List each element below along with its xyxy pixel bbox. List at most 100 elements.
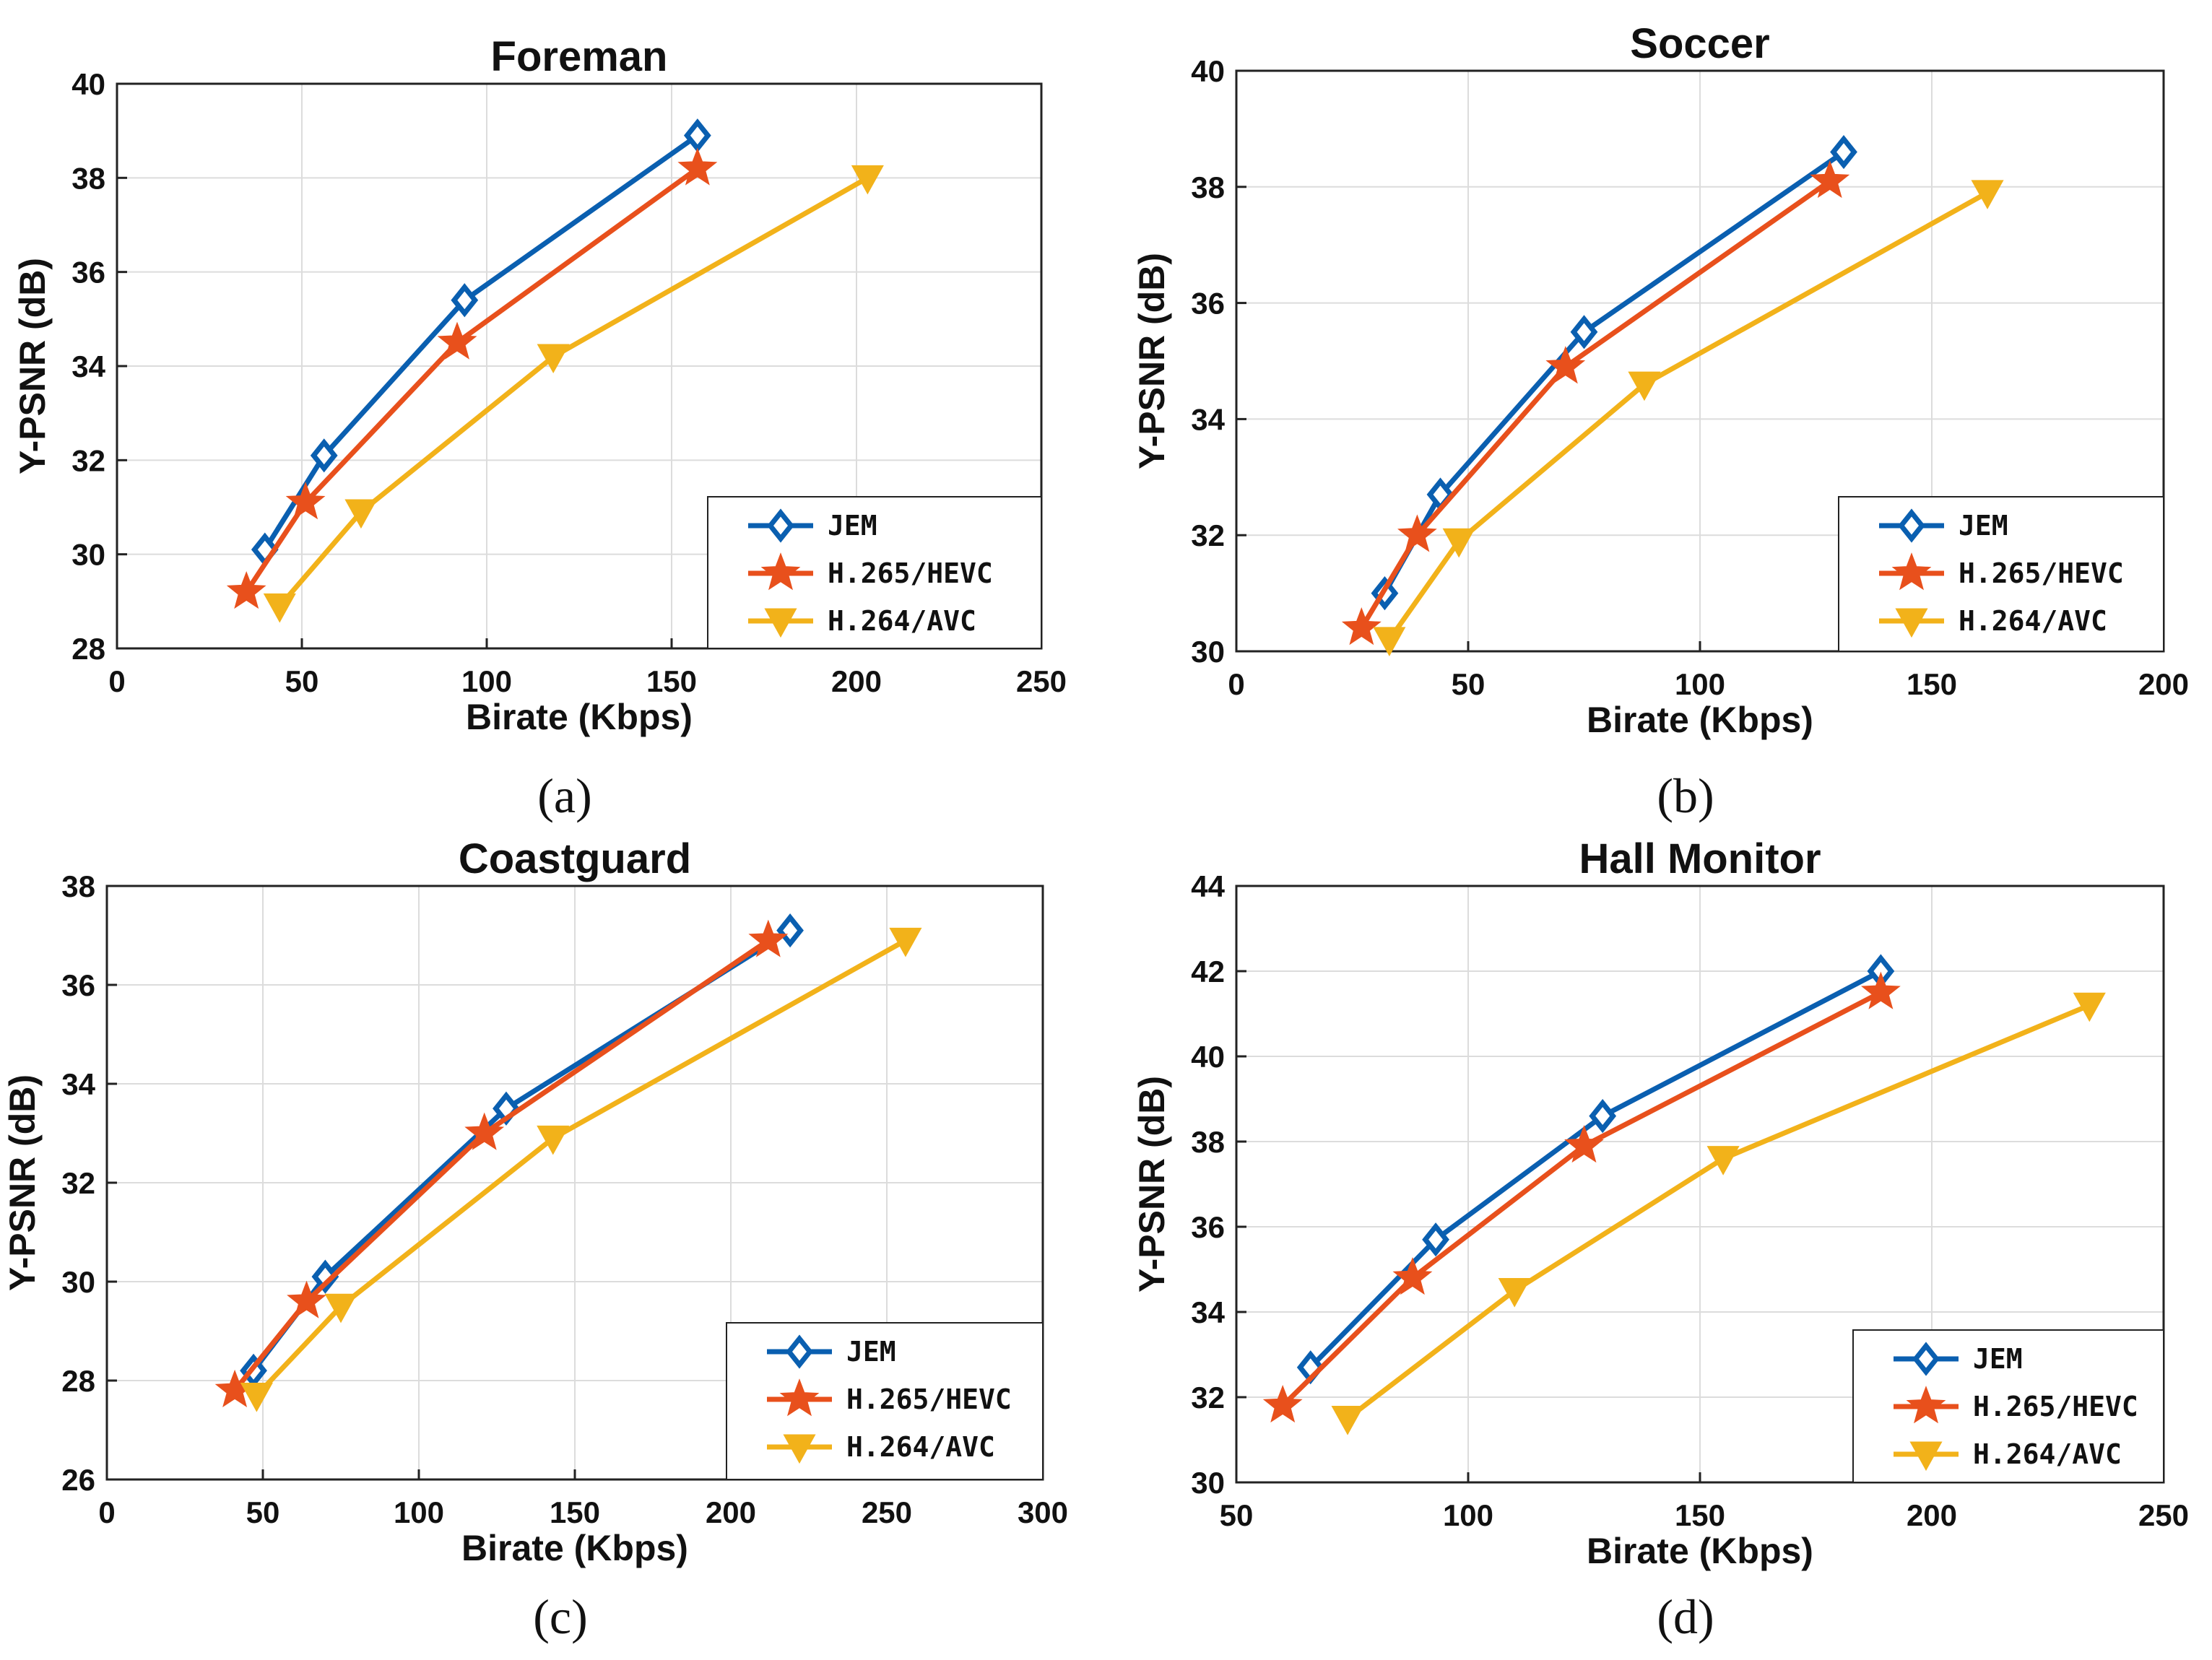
y-tick-label: 42 bbox=[1191, 955, 1225, 988]
legend-label-h-264-avc: H.264/AVC bbox=[1973, 1438, 2122, 1470]
y-tick-label: 38 bbox=[61, 869, 95, 903]
data-point-h-265-hevc bbox=[1810, 160, 1850, 199]
legend-label-h-265-hevc: H.265/HEVC bbox=[846, 1383, 1012, 1415]
y-tick-label: 44 bbox=[1191, 869, 1225, 903]
data-point-h-264-avc bbox=[1971, 180, 2004, 209]
x-tick-label: 250 bbox=[1016, 664, 1067, 698]
x-tick-label: 100 bbox=[461, 664, 512, 698]
legend: JEM H.265/HEVC H.264/AVC bbox=[726, 1322, 1044, 1480]
y-tick-label: 36 bbox=[61, 968, 95, 1002]
chart-panel-foreman: 0 50 100 150 200 250 28 30 32 34 36 38 40 Foreman Bira… bbox=[12, 33, 1067, 823]
legend-marker-jem bbox=[767, 508, 794, 543]
panel-label: (c) bbox=[533, 1589, 587, 1644]
x-axis-label: Birate (Kbps) bbox=[1587, 1531, 1813, 1571]
legend-marker-h-264-avc bbox=[783, 1434, 816, 1464]
x-axis-label: Birate (Kbps) bbox=[1587, 700, 1813, 740]
y-tick-label: 32 bbox=[1191, 1381, 1225, 1415]
x-tick-label: 200 bbox=[1907, 1498, 1957, 1532]
data-point-h-265-hevc bbox=[287, 1280, 326, 1318]
x-tick-label: 300 bbox=[1018, 1495, 1068, 1529]
y-tick-label: 36 bbox=[71, 256, 105, 290]
y-tick-label: 38 bbox=[71, 161, 105, 195]
series-line-h-265-hevc bbox=[244, 166, 699, 594]
legend-marker-h-264-avc bbox=[1909, 1441, 1943, 1472]
data-point-jem bbox=[776, 913, 804, 948]
chart-title: Foreman bbox=[491, 33, 668, 80]
series-line-h-265-hevc bbox=[1280, 990, 1883, 1408]
y-tick-label: 34 bbox=[1191, 402, 1225, 436]
legend-marker-jem bbox=[786, 1334, 813, 1369]
data-point-h-264-avc bbox=[889, 927, 922, 957]
series-line-h-265-hevc bbox=[233, 938, 770, 1392]
panel-label: (b) bbox=[1657, 768, 1714, 823]
y-tick-label: 30 bbox=[1191, 1466, 1225, 1500]
x-tick-label: 50 bbox=[1220, 1498, 1254, 1532]
data-point-h-264-avc bbox=[1442, 528, 1475, 558]
y-tick-label: 28 bbox=[71, 632, 105, 666]
x-tick-label: 50 bbox=[246, 1495, 280, 1529]
legend-label-h-265-hevc: H.265/HEVC bbox=[828, 557, 993, 589]
x-tick-label: 250 bbox=[862, 1495, 912, 1529]
series-line-jem bbox=[1309, 968, 1883, 1370]
data-point-h-264-avc bbox=[537, 344, 570, 374]
data-point-h-264-avc bbox=[2073, 992, 2106, 1022]
y-axis-label: Y-PSNR (dB) bbox=[1132, 253, 1172, 469]
y-tick-label: 32 bbox=[61, 1166, 95, 1200]
legend-marker-h-265-hevc bbox=[1906, 1386, 1946, 1424]
data-point-h-265-hevc bbox=[1545, 346, 1586, 384]
data-point-h-265-hevc bbox=[1392, 1256, 1433, 1295]
data-point-jem bbox=[1589, 1098, 1617, 1134]
y-axis-label: Y-PSNR (dB) bbox=[12, 258, 53, 474]
x-tick-label: 200 bbox=[831, 664, 882, 698]
legend-marker-h-265-hevc bbox=[779, 1378, 820, 1417]
x-tick-label: 250 bbox=[2138, 1498, 2189, 1532]
data-point-h-265-hevc bbox=[1397, 514, 1437, 552]
x-tick-label: 100 bbox=[394, 1495, 444, 1529]
data-point-jem bbox=[310, 438, 338, 473]
data-point-h-265-hevc bbox=[1262, 1384, 1303, 1423]
data-point-h-265-hevc bbox=[226, 570, 266, 609]
data-point-jem bbox=[1422, 1222, 1449, 1257]
x-tick-label: 50 bbox=[1452, 667, 1485, 701]
chart-title: Hall Monitor bbox=[1579, 835, 1821, 882]
y-tick-label: 36 bbox=[1191, 287, 1225, 321]
chart-panel-coastguard: 0 50 100 150 200 250 300 26 28 30 32 34 36 38 Coastgua… bbox=[2, 835, 1068, 1644]
legend-marker-h-265-hevc bbox=[760, 552, 801, 591]
y-tick-label: 34 bbox=[61, 1067, 95, 1101]
legend-marker-jem bbox=[1912, 1342, 1940, 1376]
legend-marker-jem bbox=[1898, 508, 1925, 543]
y-axis-label: Y-PSNR (dB) bbox=[1132, 1076, 1172, 1292]
data-point-jem bbox=[311, 1259, 339, 1294]
legend-marker-h-264-avc bbox=[1895, 608, 1928, 638]
data-point-jem bbox=[451, 283, 479, 318]
y-tick-label: 40 bbox=[1191, 54, 1225, 88]
x-tick-label: 150 bbox=[1907, 667, 1957, 701]
y-tick-label: 32 bbox=[71, 443, 105, 477]
legend-label-h-265-hevc: H.265/HEVC bbox=[1959, 557, 2124, 589]
legend-label-jem: JEM bbox=[828, 510, 877, 542]
legend-label-h-264-avc: H.264/AVC bbox=[828, 605, 976, 637]
y-tick-label: 32 bbox=[1191, 518, 1225, 552]
data-point-h-265-hevc bbox=[677, 147, 718, 186]
x-tick-label: 150 bbox=[550, 1495, 600, 1529]
y-tick-label: 26 bbox=[61, 1463, 95, 1497]
data-point-h-264-avc bbox=[851, 165, 884, 195]
x-tick-label: 150 bbox=[1675, 1498, 1725, 1532]
data-point-h-264-avc bbox=[1498, 1278, 1531, 1308]
y-axis-label: Y-PSNR (dB) bbox=[2, 1074, 43, 1291]
chart-panel-hall-monitor: 50 100 150 200 250 30 32 34 36 38 40 42 44 Hall Monit… bbox=[1132, 835, 2189, 1644]
data-point-h-264-avc bbox=[1331, 1406, 1364, 1435]
legend-label-h-264-avc: H.264/AVC bbox=[1959, 605, 2107, 637]
series-line-h-264-avc bbox=[1387, 190, 1989, 641]
y-tick-label: 40 bbox=[71, 67, 105, 101]
x-axis-label: Birate (Kbps) bbox=[466, 697, 693, 737]
data-point-h-264-avc bbox=[240, 1383, 273, 1412]
legend-label-jem: JEM bbox=[846, 1336, 896, 1368]
legend-label-h-264-avc: H.264/AVC bbox=[846, 1431, 995, 1463]
data-point-h-264-avc bbox=[263, 593, 296, 623]
x-tick-label: 50 bbox=[285, 664, 319, 698]
data-point-h-265-hevc bbox=[748, 919, 789, 957]
y-tick-label: 38 bbox=[1191, 1125, 1225, 1159]
data-point-h-265-hevc bbox=[1564, 1125, 1604, 1163]
